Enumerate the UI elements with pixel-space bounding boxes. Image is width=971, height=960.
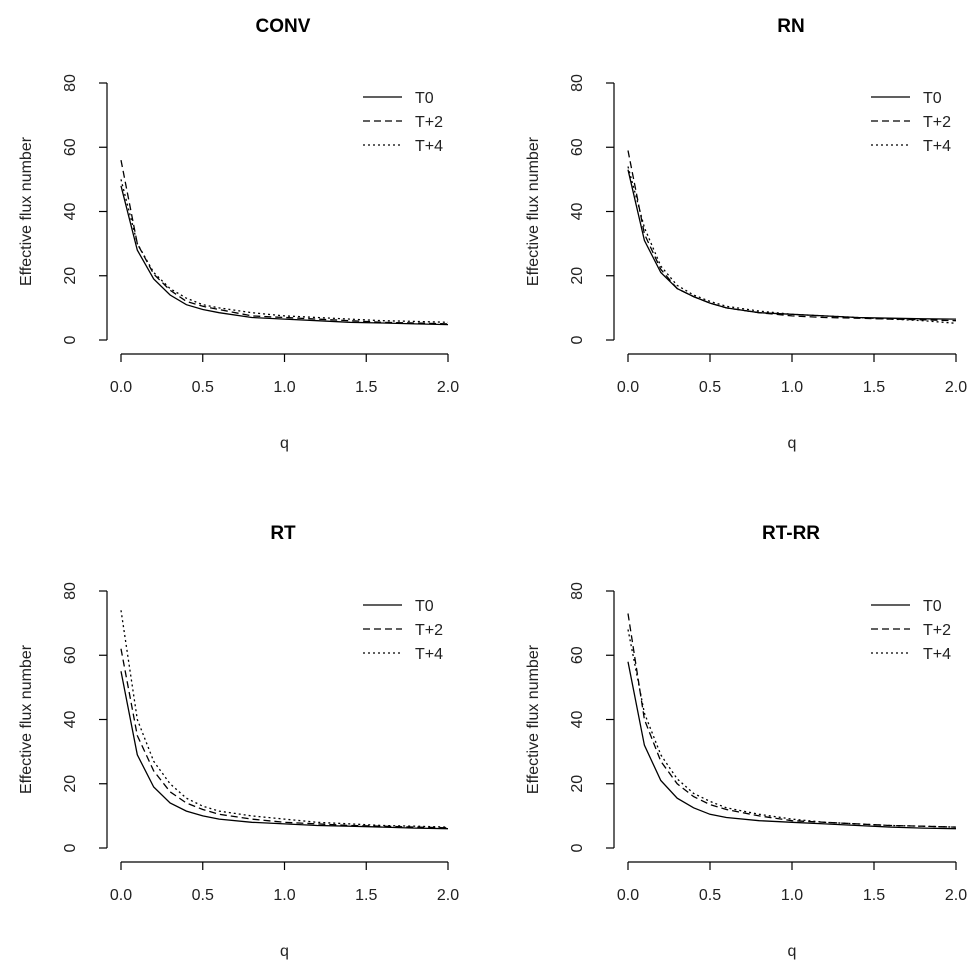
y-tick-label: 20 [62, 775, 79, 793]
x-tick-label: 1.5 [863, 887, 885, 904]
y-tick-label: 20 [62, 267, 79, 285]
x-tick-label: 1.5 [863, 379, 885, 396]
x-tick-label: 1.0 [781, 379, 803, 396]
legend-label: T+2 [415, 622, 443, 639]
y-tick-label: 60 [62, 138, 79, 156]
y-axis-label: Effective flux number [525, 136, 542, 286]
legend-label: T+4 [923, 138, 951, 155]
x-tick-label: 0.0 [110, 379, 132, 396]
y-tick-label: 60 [569, 138, 586, 156]
series-line-tplus2 [627, 150, 957, 322]
chart-panel-3: RT-RR 0.0 0.5 1.0 1.5 2.0 0 20 40 60 80 q Effective … [525, 523, 967, 960]
series-line-t0 [120, 671, 449, 830]
y-tick-label: 20 [569, 775, 586, 793]
legend-label: T0 [923, 90, 942, 107]
series-line-tplus4 [627, 629, 957, 828]
y-tick-label: 80 [569, 582, 586, 600]
legend-label: T+4 [415, 138, 443, 155]
x-tick-label: 1.0 [273, 379, 295, 396]
chart-title: CONV [256, 16, 311, 37]
x-axis-label: q [788, 435, 797, 452]
y-axis-label: Effective flux number [18, 136, 35, 286]
series-line-tplus2 [120, 159, 449, 325]
chart-panel-2: RT 0.0 0.5 1.0 1.5 2.0 0 20 40 60 80 q Effective flu… [18, 523, 459, 960]
x-tick-label: 1.5 [355, 379, 377, 396]
x-tick-label: 2.0 [437, 379, 459, 396]
y-tick-label: 40 [569, 711, 586, 729]
x-tick-label: 1.0 [273, 887, 295, 904]
series-line-t0 [627, 661, 957, 830]
series-line-t0 [627, 169, 957, 320]
x-tick-label: 2.0 [945, 379, 967, 396]
series-line-tplus2 [120, 648, 449, 829]
x-tick-label: 0.5 [192, 887, 214, 904]
x-tick-label: 2.0 [945, 887, 967, 904]
series-line-tplus4 [120, 610, 449, 828]
y-tick-label: 0 [569, 843, 586, 852]
x-tick-label: 0.5 [699, 379, 721, 396]
x-tick-label: 0.0 [110, 887, 132, 904]
x-tick-label: 1.5 [355, 887, 377, 904]
y-tick-label: 60 [62, 646, 79, 664]
y-tick-label: 0 [62, 843, 79, 852]
y-tick-label: 80 [62, 582, 79, 600]
y-tick-label: 60 [569, 646, 586, 664]
legend-label: T0 [415, 598, 434, 615]
y-tick-label: 0 [62, 335, 79, 344]
series-line-tplus4 [120, 179, 449, 323]
x-tick-label: 2.0 [437, 887, 459, 904]
x-axis-label: q [788, 943, 797, 960]
chart-title: RN [777, 16, 804, 37]
y-tick-label: 0 [569, 335, 586, 344]
x-tick-label: 1.0 [781, 887, 803, 904]
legend-label: T+2 [923, 622, 951, 639]
legend-label: T0 [923, 598, 942, 615]
x-tick-label: 0.0 [617, 379, 639, 396]
chart-panel-0: CONV 0.0 0.5 1.0 1.5 2.0 0 20 40 60 80 q Effective f… [18, 16, 459, 452]
y-axis-label: Effective flux number [18, 644, 35, 794]
x-axis-label: q [280, 435, 289, 452]
legend-label: T0 [415, 90, 434, 107]
legend-label: T+2 [415, 114, 443, 131]
x-axis-label: q [280, 943, 289, 960]
x-tick-label: 0.5 [192, 379, 214, 396]
series-line-tplus2 [627, 613, 957, 828]
y-tick-label: 40 [62, 711, 79, 729]
legend-label: T+2 [923, 114, 951, 131]
y-tick-label: 80 [62, 74, 79, 92]
legend-label: T+4 [415, 646, 443, 663]
y-tick-label: 40 [62, 203, 79, 221]
y-axis-label: Effective flux number [525, 644, 542, 794]
legend-label: T+4 [923, 646, 951, 663]
x-tick-label: 0.5 [699, 887, 721, 904]
chart-title: RT [270, 523, 296, 544]
y-tick-label: 20 [569, 267, 586, 285]
chart-panel-1: RN 0.0 0.5 1.0 1.5 2.0 0 20 40 60 80 q Effective flu… [525, 16, 967, 452]
series-line-tplus4 [627, 166, 957, 324]
y-tick-label: 80 [569, 74, 586, 92]
y-tick-label: 40 [569, 203, 586, 221]
chart-title: RT-RR [762, 523, 820, 544]
series-line-t0 [120, 185, 449, 326]
x-tick-label: 0.0 [617, 887, 639, 904]
